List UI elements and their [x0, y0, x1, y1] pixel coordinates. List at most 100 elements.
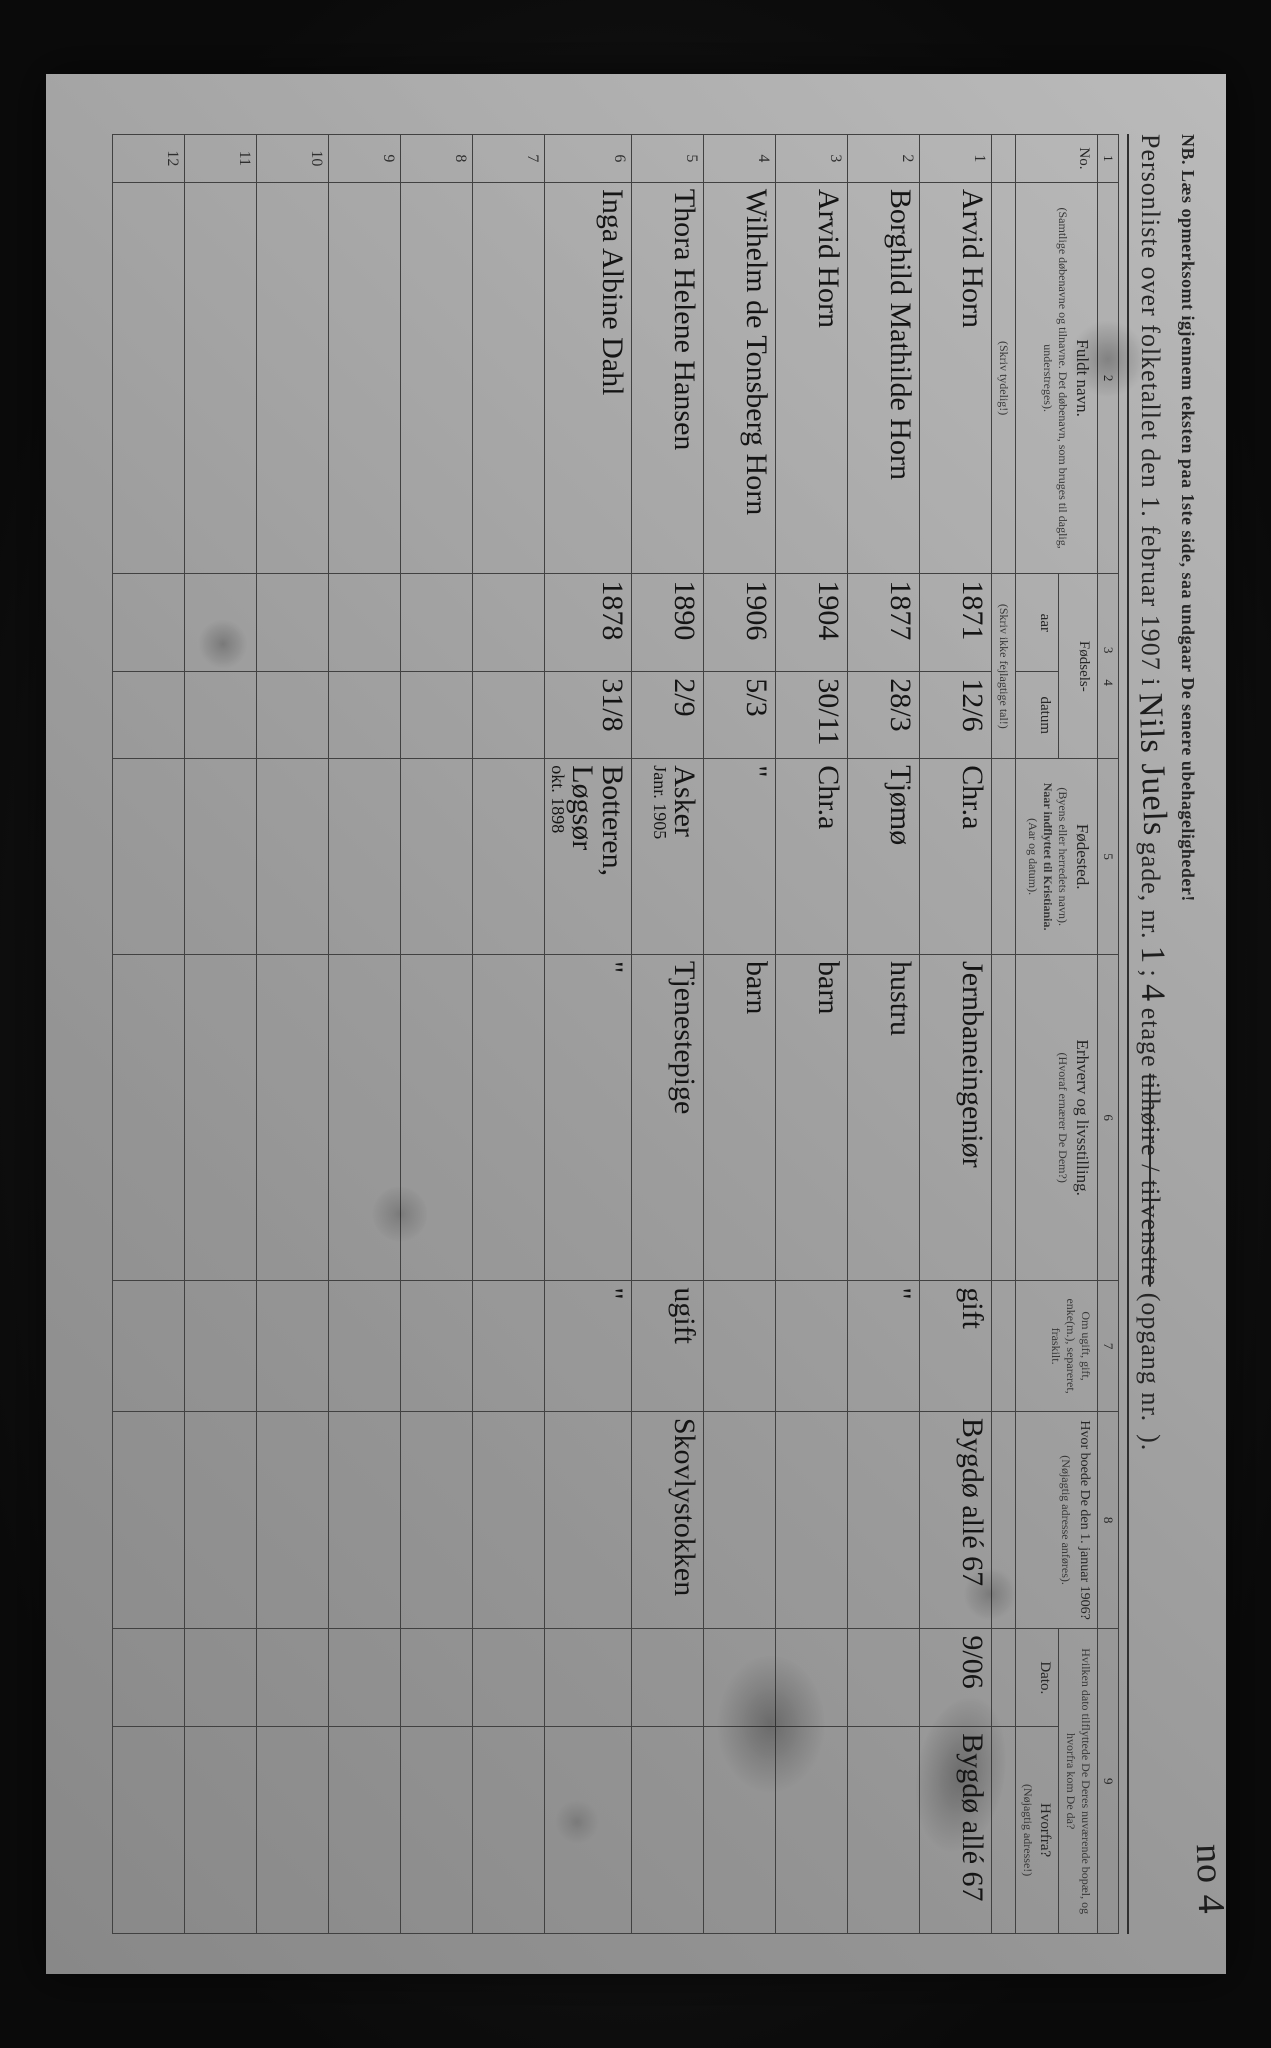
etage-hand: 4 — [1132, 983, 1171, 1002]
cell-date — [400, 672, 472, 759]
cell-date — [256, 672, 328, 759]
row-no: 9 — [328, 135, 400, 183]
cell-birthplace: Chr.a — [775, 759, 847, 955]
cell-year — [400, 574, 472, 672]
cell-marital: " — [544, 1281, 631, 1412]
row-no: 8 — [400, 135, 472, 183]
street-nr-hand: 1 — [1132, 945, 1171, 964]
cell-year: 1890 — [631, 574, 703, 672]
head-marital: Om ugift, gift, enke(m.), separeret, fra… — [1015, 1281, 1097, 1412]
colnum-9: 9 — [1097, 1629, 1118, 1934]
cell-date: 2/9 — [631, 672, 703, 759]
row-no: 2 — [847, 135, 919, 183]
instr-name: (Skriv tydelig!) — [991, 182, 1015, 574]
cell-move-date — [631, 1629, 703, 1727]
head-pa-main: Hvor boede De den 1. januar 1906? — [1075, 1418, 1093, 1623]
cell-occupation — [256, 955, 328, 1281]
cell-birthplace — [400, 759, 472, 955]
cell-year: 1877 — [847, 574, 919, 672]
cell-birthplace: Chr.a — [919, 759, 991, 955]
cell-move-date — [400, 1629, 472, 1727]
cell-move-date — [112, 1629, 184, 1727]
cell-name — [256, 182, 328, 574]
cell-birthplace: AskerJanr. 1905 — [631, 759, 703, 955]
cell-move-from — [472, 1727, 544, 1934]
cell-year — [256, 574, 328, 672]
cell-occupation — [112, 955, 184, 1281]
table-row: 7 — [472, 135, 544, 1934]
census-tbody: 1Arvid Horn187112/6Chr.aJernbaneingeniør… — [112, 135, 991, 1934]
cell-prev-addr — [847, 1411, 919, 1629]
cell-marital — [472, 1281, 544, 1412]
head-occ-main: Erhverv og livsstilling. — [1071, 961, 1092, 1274]
head-bp-sub3: (Aar og datum). — [1024, 765, 1039, 948]
cell-move-from — [847, 1727, 919, 1934]
cell-birthplace: " — [703, 759, 775, 955]
cell-marital — [112, 1281, 184, 1412]
cell-move-date — [703, 1629, 775, 1727]
instruction-row: (Skriv tydelig!) (Skriv ikke fejlagtige … — [991, 135, 1015, 1934]
cell-occupation: " — [544, 955, 631, 1281]
cell-birthplace — [184, 759, 256, 955]
cell-marital — [775, 1281, 847, 1412]
cell-marital: gift — [919, 1281, 991, 1412]
cell-year: 1878 — [544, 574, 631, 672]
cell-birthplace: Botteren, Løgsørokt. 1898 — [544, 759, 631, 955]
cell-birthplace — [472, 759, 544, 955]
cell-name: Inga Albine Dahl — [544, 182, 631, 574]
table-row: 10 — [256, 135, 328, 1934]
colnum-5: 5 — [1097, 759, 1118, 955]
instr-empty-1 — [991, 135, 1015, 183]
head-moved: Hvilken dato tilflyttede De Deres nuvære… — [1058, 1629, 1097, 1934]
table-row: 9 — [328, 135, 400, 1934]
cell-date: 31/8 — [544, 672, 631, 759]
cell-occupation: Jernbaneingeniør — [919, 955, 991, 1281]
cell-prev-addr — [544, 1411, 631, 1629]
title-gade: gade, nr. — [1135, 842, 1165, 940]
cell-occupation: hustru — [847, 955, 919, 1281]
cell-year — [472, 574, 544, 672]
cell-move-date: 9/06 — [919, 1629, 991, 1727]
head-name-main: Fuldt navn. — [1071, 189, 1092, 568]
cell-prev-addr — [328, 1411, 400, 1629]
colnum-3: 3 — [1101, 647, 1116, 654]
head-moved-main: Hvilken dato tilflyttede De Deres nuvære… — [1063, 1635, 1093, 1927]
row-no: 10 — [256, 135, 328, 183]
cell-prev-addr — [472, 1411, 544, 1629]
cell-birthplace — [328, 759, 400, 955]
form-title: Personliste over folketallet den 1. febr… — [1127, 134, 1171, 1934]
colnum-4: 4 — [1101, 679, 1116, 686]
title-end: ). — [1135, 1434, 1165, 1451]
cell-birthplace-moved: Janr. 1905 — [651, 765, 669, 948]
cell-move-date — [544, 1629, 631, 1727]
row-no: 11 — [184, 135, 256, 183]
census-table: 1 2 3 4 5 6 7 8 9 No. Fuldt navn. (Samtl… — [112, 134, 1119, 1934]
row-no: 7 — [472, 135, 544, 183]
cell-date: 28/3 — [847, 672, 919, 759]
cell-date — [472, 672, 544, 759]
cell-move-date — [184, 1629, 256, 1727]
cell-occupation — [400, 955, 472, 1281]
title-prefix: Personliste over folketallet den 1. febr… — [1135, 134, 1165, 687]
cell-move-from — [400, 1727, 472, 1934]
cell-move-date — [256, 1629, 328, 1727]
instr-empty-8 — [991, 1411, 1015, 1629]
nb-instruction: NB. Læs opmerksomt igjennem teksten paa … — [1177, 134, 1198, 1934]
row-no: 12 — [112, 135, 184, 183]
cell-birthplace: Tjømø — [847, 759, 919, 955]
cell-marital: " — [847, 1281, 919, 1412]
table-row: 1Arvid Horn187112/6Chr.aJernbaneingeniør… — [919, 135, 991, 1934]
cell-birthplace — [256, 759, 328, 955]
cell-name: Arvid Horn — [919, 182, 991, 574]
cell-move-from — [184, 1727, 256, 1934]
cell-move-date — [847, 1629, 919, 1727]
colnum-6: 6 — [1097, 955, 1118, 1281]
cell-date — [112, 672, 184, 759]
instr-empty-9b — [991, 1727, 1015, 1934]
cell-occupation — [184, 955, 256, 1281]
row-no: 5 — [631, 135, 703, 183]
street-name-hand: Nils Juels — [1130, 692, 1173, 836]
table-row: 8 — [400, 135, 472, 1934]
title-etage: etage — [1135, 1008, 1165, 1068]
cell-move-date — [775, 1629, 847, 1727]
